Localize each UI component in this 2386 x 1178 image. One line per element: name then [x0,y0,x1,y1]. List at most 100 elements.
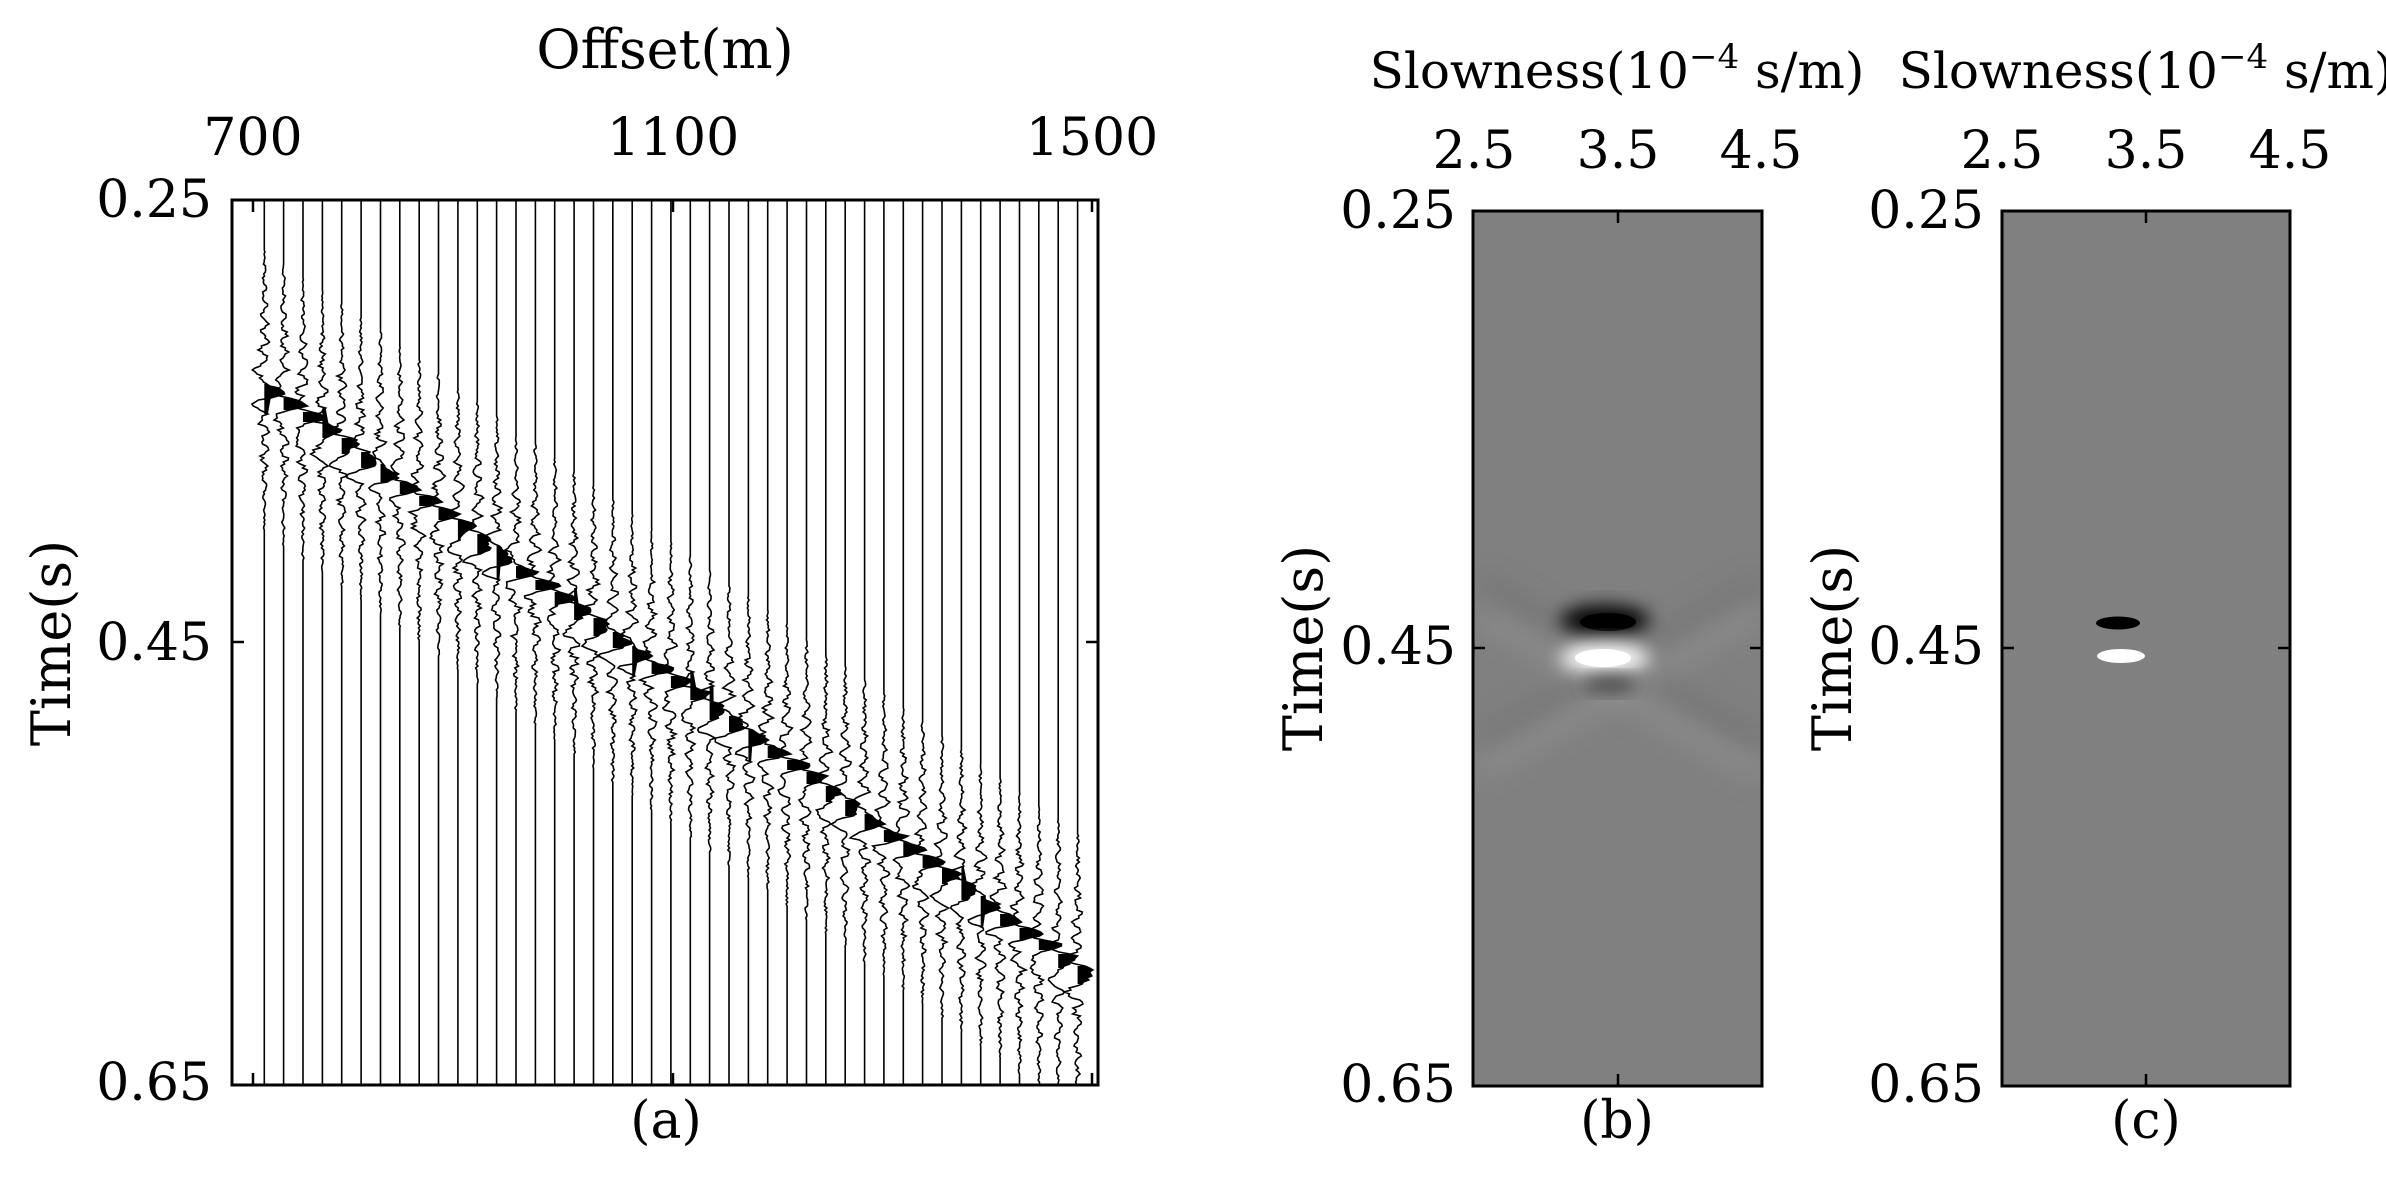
panel-a-ticks [232,200,1098,1085]
panel-c-xlabel: Slowness(10−4 s/m) [1899,37,2386,100]
panel-c-xlabel-prefix: Slowness(10 [1899,42,2218,100]
panel-b-ytick-label: 0.65 [1340,1055,1456,1115]
panel-c-ylabel: Time(s) [1801,545,1864,751]
panel-a-xtick-label: 1500 [1026,108,1158,168]
trace-fill [651,662,674,674]
seismic-trace [250,200,286,1084]
panel-b-xlabel-exponent: −4 [1689,37,1739,77]
trace-fill [903,842,927,856]
trace-fill [825,786,843,802]
trace-fill [670,676,692,688]
seismic-trace [481,200,513,1084]
panel-c-xlabel-suffix: s/m) [2268,42,2386,100]
seismic-trace [422,200,463,1084]
seismic-trace [461,200,492,1084]
seismic-trace [367,200,400,1084]
seismic-trace [714,200,748,1084]
seismic-trace [946,200,978,1084]
trace-fill [864,814,885,830]
panel-c-ticks [2002,211,2290,1086]
seismic-trace [503,200,540,1084]
panel-b-xlabel: Slowness(10−4 s/m) [1370,37,1865,100]
panel-c-xtick-label: 3.5 [2105,121,2188,181]
panel-a-xtick-label: 1100 [607,108,739,168]
seismic-trace [442,200,478,1084]
seismic-trace [327,200,361,1084]
seismic-trace [795,200,830,1084]
seismic-trace [889,200,928,1084]
panel-a-ytick-label: 0.25 [96,170,212,230]
seismic-trace [580,200,611,1084]
panel-c-ytick-label: 0.65 [1868,1055,1984,1115]
seismic-trace [1027,200,1063,1085]
seismic-trace [695,200,725,1084]
seismic-trace [967,200,1002,1084]
trace-fill [322,408,342,438]
panel-b-xtick-label: 2.5 [1433,121,1516,181]
panel-c-xlabel-exponent: −4 [2218,37,2268,77]
seismic-trace [674,200,712,1084]
seismic-trace [406,200,444,1084]
panel-b-xlabel-suffix: s/m) [1739,42,1864,100]
seismic-trace [659,200,693,1084]
panel-b-ylabel: Time(s) [1272,545,1335,751]
seismic-trace [1061,200,1095,1085]
panel-c-positive-peak [2097,649,2145,663]
panel-c: Slowness(10−4 s/m) 2.5 3.5 4.5 0.25 0.45… [1801,37,2386,1151]
seismic-trace [756,200,793,1084]
trace-fill [438,508,461,520]
panel-b-side-lobe [1582,676,1638,692]
seismic-trace [539,200,575,1084]
panel-c-xtick-label: 2.5 [1961,121,2044,181]
seismic-trace [291,200,325,1084]
panel-a-ytick-label: 0.65 [96,1053,212,1113]
panel-c-caption: (c) [2111,1091,2181,1151]
panel-b-caption: (b) [1580,1091,1654,1151]
trace-fill [496,546,512,580]
seismic-trace [388,200,423,1084]
panel-b-positive-peak-core [1575,649,1631,667]
panel-a: Offset(m) 700 1100 1500 0.25 0.45 0.65 T… [20,18,1158,1151]
trace-fill [612,632,632,648]
panel-b-xlabel-prefix: Slowness(10 [1370,42,1689,100]
trace-fill [690,672,710,700]
seismic-trace [813,200,845,1084]
panel-b-negative-peak-core [1580,613,1636,631]
seismic-trace [734,200,771,1084]
seismic-trace [829,200,862,1084]
panel-b-xtick-label: 3.5 [1577,121,1660,181]
seismic-trace [924,200,964,1084]
panel-c-xtick-label: 4.5 [2249,121,2332,181]
seismic-trace [870,200,911,1084]
panel-a-xtick-label: 700 [203,108,302,168]
panel-b: Slowness(10−4 s/m) 2.5 3.5 4.5 0.25 0.45… [1272,37,1864,1151]
panel-c-ytick-label: 0.25 [1868,181,1984,241]
panel-c-ytick-label: 0.45 [1868,617,1984,677]
seismic-trace [523,200,562,1084]
seismic-trace [909,200,946,1084]
seismic-trace [309,200,343,1084]
panel-b-ticks [1473,211,1762,1086]
panel-a-traces [250,200,1095,1085]
seismic-trace [774,200,811,1084]
trace-fill [1077,966,1093,984]
panel-b-heatmap [1473,211,1762,1086]
panel-a-ytick-label: 0.45 [96,613,212,673]
panel-b-ytick-label: 0.25 [1340,181,1456,241]
trace-fill [264,384,285,414]
panel-c-heatmap [2002,211,2290,1086]
panel-c-negative-peak [2096,616,2140,630]
seismic-trace [272,200,310,1084]
seismic-trace [848,200,887,1084]
panel-b-xtick-label: 4.5 [1720,121,1803,181]
seismic-trace [1007,200,1044,1084]
trace-fill [457,520,477,540]
seismic-trace [637,200,675,1084]
panel-b-ytick-label: 0.45 [1340,617,1456,677]
seismic-trace [596,200,632,1084]
panel-a-caption: (a) [630,1091,702,1151]
panel-c-background [2002,211,2290,1086]
panel-a-xlabel: Offset(m) [536,18,793,81]
seismic-trace [344,200,377,1084]
